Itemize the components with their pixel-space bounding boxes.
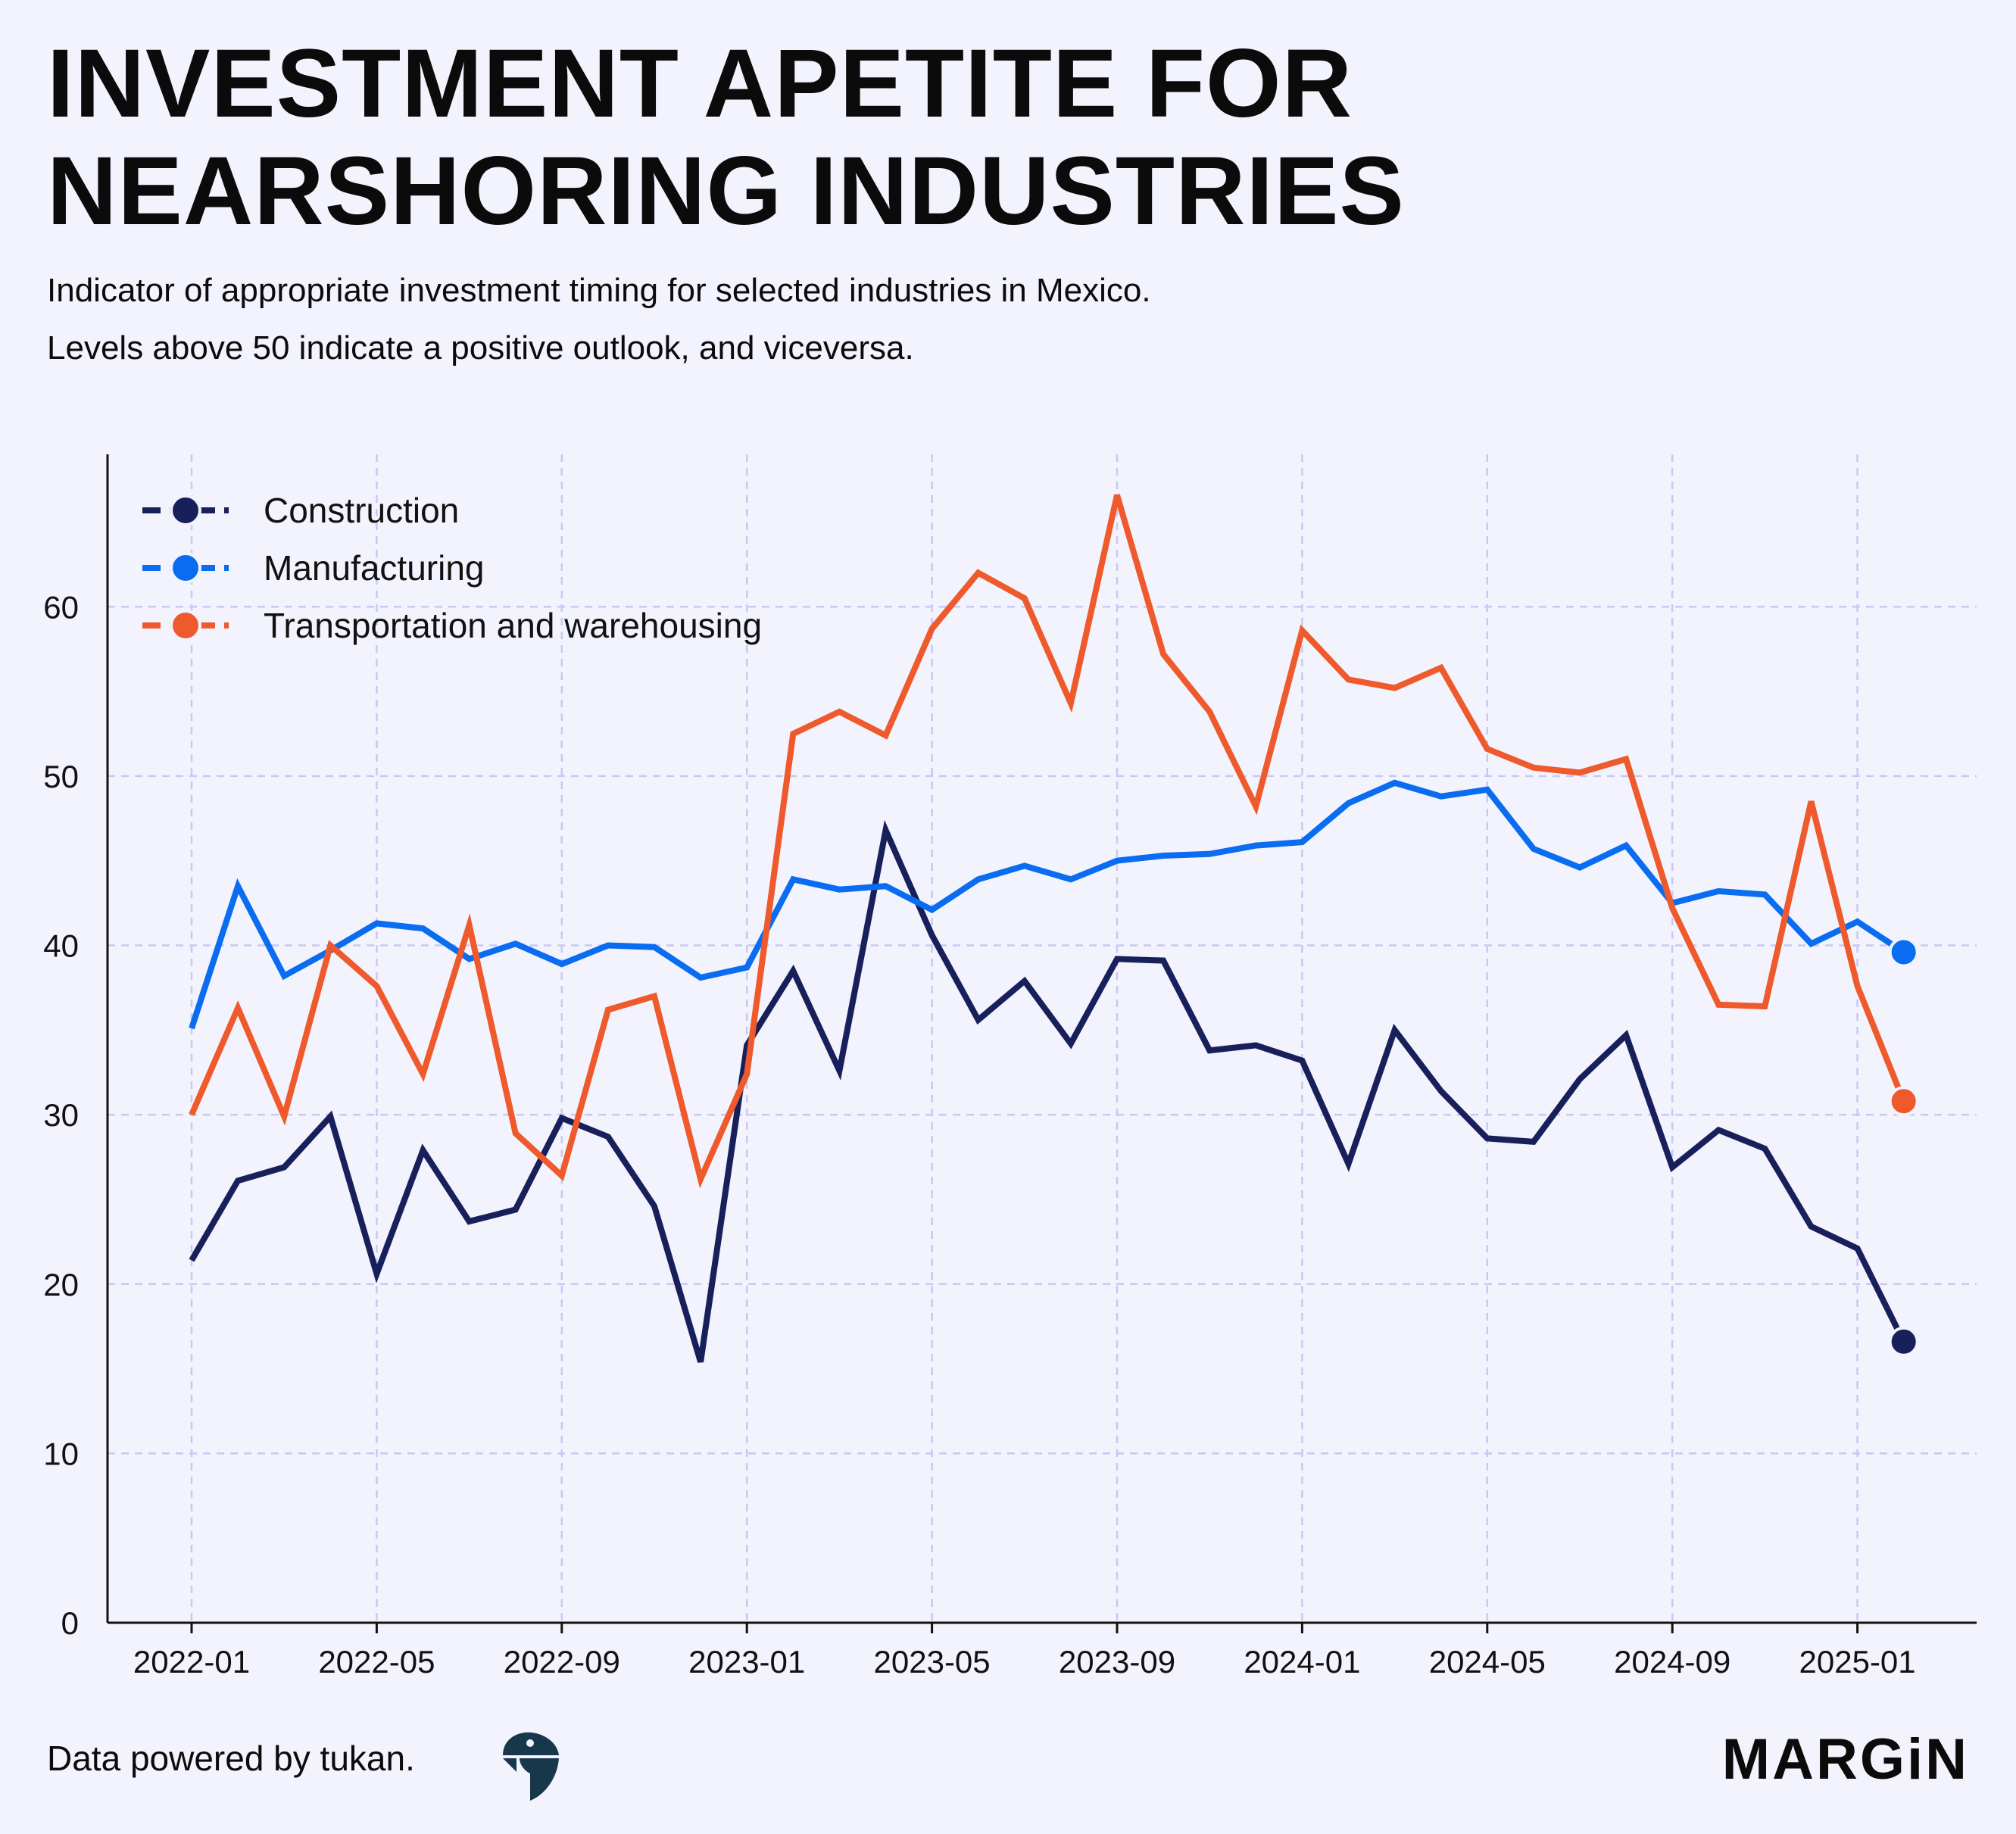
x-tick-label: 2025-01 <box>1799 1644 1916 1680</box>
legend-swatch-marker-transportation-and-warehousing <box>170 610 201 641</box>
y-tick-label: 30 <box>43 1097 79 1133</box>
legend-swatch-marker-construction <box>170 494 201 526</box>
series-end-marker-construction <box>1888 1326 1919 1357</box>
y-tick-label: 40 <box>43 928 79 964</box>
y-tick-label: 0 <box>61 1605 79 1641</box>
y-tick-label: 10 <box>43 1436 79 1471</box>
legend-label-construction: Construction <box>264 491 459 530</box>
chart-subtitle-line-2: Levels above 50 indicate a positive outl… <box>47 329 914 366</box>
series-end-marker-manufacturing <box>1888 937 1919 968</box>
legend-swatch-marker-manufacturing <box>170 552 201 584</box>
y-tick-label: 50 <box>43 759 79 794</box>
legend-label-manufacturing: Manufacturing <box>264 548 485 588</box>
chart-subtitle-line-1: Indicator of appropriate investment timi… <box>47 272 1151 309</box>
series-line-transportation-and-warehousing <box>189 494 1907 1189</box>
x-tick-label: 2023-09 <box>1059 1644 1175 1680</box>
margin-brand-logo: MARGiN <box>1721 1727 1969 1792</box>
series-line-construction <box>189 820 1907 1363</box>
x-tick-label: 2023-01 <box>688 1644 805 1680</box>
x-tick-label: 2024-05 <box>1429 1644 1546 1680</box>
legend-label-transportation-and-warehousing: Transportation and warehousing <box>264 606 762 645</box>
x-tick-label: 2024-09 <box>1614 1644 1730 1680</box>
x-tick-label: 2022-09 <box>504 1644 620 1680</box>
x-tick-label: 2023-05 <box>874 1644 991 1680</box>
y-tick-label: 60 <box>43 589 79 625</box>
toucan-logo-icon <box>503 1732 559 1801</box>
x-tick-label: 2024-01 <box>1244 1644 1360 1680</box>
chart-title-line-1: INVESTMENT APETITE FOR <box>47 30 1353 138</box>
y-tick-label: 20 <box>43 1267 79 1302</box>
chart-title-line-2: NEARSHORING INDUSTRIES <box>47 137 1405 245</box>
chart-title: INVESTMENT APETITE FOR NEARSHORING INDUS… <box>47 30 1940 245</box>
series-end-marker-transportation-and-warehousing <box>1888 1086 1919 1117</box>
chart-subtitle: Indicator of appropriate investment timi… <box>47 262 1940 377</box>
x-tick-label: 2022-01 <box>133 1644 250 1680</box>
x-tick-label: 2022-05 <box>318 1644 435 1680</box>
data-credit: Data powered by tukan. <box>47 1739 415 1778</box>
